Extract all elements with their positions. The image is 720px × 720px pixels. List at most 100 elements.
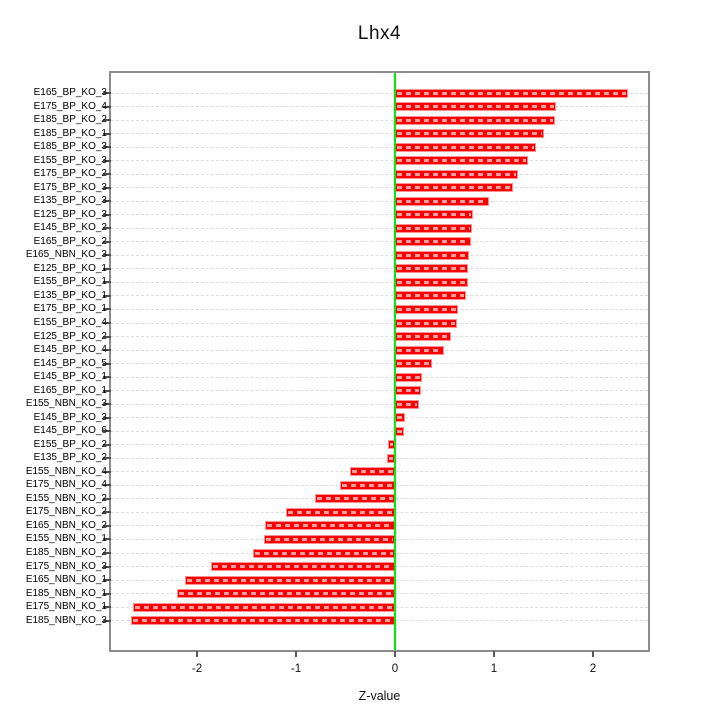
bar <box>253 548 395 558</box>
bar-gridline-overlay <box>132 619 393 623</box>
bar-gridline-overlay <box>397 226 471 230</box>
y-axis-tick <box>103 92 111 94</box>
y-axis-label: E175_NBN_KO_1 <box>25 601 107 613</box>
y-axis-tick <box>103 308 111 311</box>
y-axis-label: E175_BP_KO_4 <box>33 100 107 112</box>
gridline <box>111 457 648 459</box>
bar <box>395 142 536 152</box>
y-axis-label: E185_NBN_KO_1 <box>25 587 107 599</box>
gridline <box>111 417 648 419</box>
y-axis-tick <box>103 579 111 582</box>
bar-gridline-overlay <box>397 105 555 109</box>
y-axis-tick <box>103 119 111 122</box>
bar-gridline-overlay <box>288 510 393 514</box>
y-axis-tick <box>103 105 111 108</box>
gridline <box>111 403 648 405</box>
bar <box>395 318 458 328</box>
y-axis-label: E155_BP_KO_4 <box>33 317 107 328</box>
y-axis-label: E165_NBN_KO_3 <box>25 249 107 261</box>
y-axis-label: E125_BP_KO_3 <box>33 208 107 220</box>
bar-gridline-overlay <box>255 551 393 555</box>
bar-gridline-overlay <box>397 118 554 122</box>
bar-gridline-overlay <box>397 389 419 393</box>
bar <box>395 250 470 260</box>
gridline <box>111 173 648 175</box>
y-axis-tick <box>103 335 111 338</box>
y-axis-label: E175_BP_KO_2 <box>33 168 107 180</box>
y-axis-label: E155_NBN_KO_1 <box>25 533 107 545</box>
y-axis-tick <box>103 159 111 162</box>
y-axis-label: E145_BP_KO_5 <box>33 357 107 369</box>
zero-reference-line <box>394 73 396 650</box>
bar-gridline-overlay <box>397 280 467 284</box>
bar-gridline-overlay <box>397 348 442 352</box>
y-axis-label: E145_BP_KO_6 <box>33 425 107 437</box>
y-axis-label: E185_BP_KO_3 <box>33 141 107 153</box>
bar <box>395 183 513 193</box>
gridline <box>111 187 648 189</box>
bar-gridline-overlay <box>397 429 402 433</box>
y-axis-tick <box>103 538 111 541</box>
x-axis-tick-label: 1 <box>490 663 498 675</box>
bar <box>395 332 452 342</box>
y-axis-tick <box>103 173 111 176</box>
y-axis-label: E155_NBN_KO_3 <box>25 398 107 410</box>
y-axis-tick <box>103 267 111 270</box>
y-axis-label: E135_BP_KO_2 <box>33 452 107 464</box>
gridline <box>111 227 648 229</box>
gridline <box>111 430 648 432</box>
bar-gridline-overlay <box>397 186 511 190</box>
y-axis-tick <box>103 294 111 297</box>
y-axis-tick <box>103 240 111 243</box>
bar-gridline-overlay <box>397 335 450 339</box>
gridline <box>111 254 648 256</box>
y-axis-tick <box>103 430 111 433</box>
bar <box>395 426 404 436</box>
gridline <box>111 295 648 297</box>
y-axis-tick <box>103 416 111 419</box>
y-axis-tick <box>103 389 111 392</box>
bar-gridline-overlay <box>397 253 468 257</box>
x-axis-tick <box>592 651 594 657</box>
bar-gridline-overlay <box>397 213 472 217</box>
gridline <box>111 308 648 310</box>
gridline <box>111 146 648 148</box>
bar <box>395 277 469 287</box>
y-axis-label: E165_BP_KO_3 <box>33 87 107 98</box>
gridline <box>111 268 648 270</box>
y-axis-label: E145_BP_KO_1 <box>33 371 107 383</box>
y-axis-label: E135_BP_KO_3 <box>33 195 107 207</box>
gridline <box>111 322 648 324</box>
bar-gridline-overlay <box>187 578 393 582</box>
y-axis-label: E185_NBN_KO_3 <box>25 614 107 626</box>
bar <box>210 562 395 572</box>
y-axis-tick <box>103 254 111 257</box>
y-axis-tick <box>103 132 111 135</box>
bar-gridline-overlay <box>266 537 393 541</box>
bar-gridline-overlay <box>316 497 393 501</box>
bar <box>395 223 473 233</box>
y-axis-tick <box>103 376 111 379</box>
bar-gridline-overlay <box>397 307 457 311</box>
x-axis-tick-label: 0 <box>391 663 399 675</box>
y-axis-tick <box>103 362 111 365</box>
bar <box>395 345 444 355</box>
y-axis-label: E175_BP_KO_1 <box>33 303 107 315</box>
y-axis-tick <box>103 443 111 446</box>
bar-gridline-overlay <box>397 91 626 95</box>
bar <box>177 589 395 599</box>
bar-gridline-overlay <box>397 199 488 203</box>
y-axis-tick <box>103 497 111 500</box>
gridline <box>111 363 648 365</box>
y-axis-tick <box>103 484 111 487</box>
bar-gridline-overlay <box>397 416 403 420</box>
y-axis-label: E125_BP_KO_2 <box>33 330 107 342</box>
y-axis-tick <box>103 227 111 230</box>
y-axis-label: E155_NBN_KO_2 <box>25 492 107 504</box>
y-axis-label: E125_BP_KO_1 <box>33 262 107 274</box>
bar <box>395 359 432 369</box>
bar <box>395 102 557 112</box>
gridline <box>111 214 648 216</box>
x-axis-tick-label: -1 <box>290 663 302 675</box>
